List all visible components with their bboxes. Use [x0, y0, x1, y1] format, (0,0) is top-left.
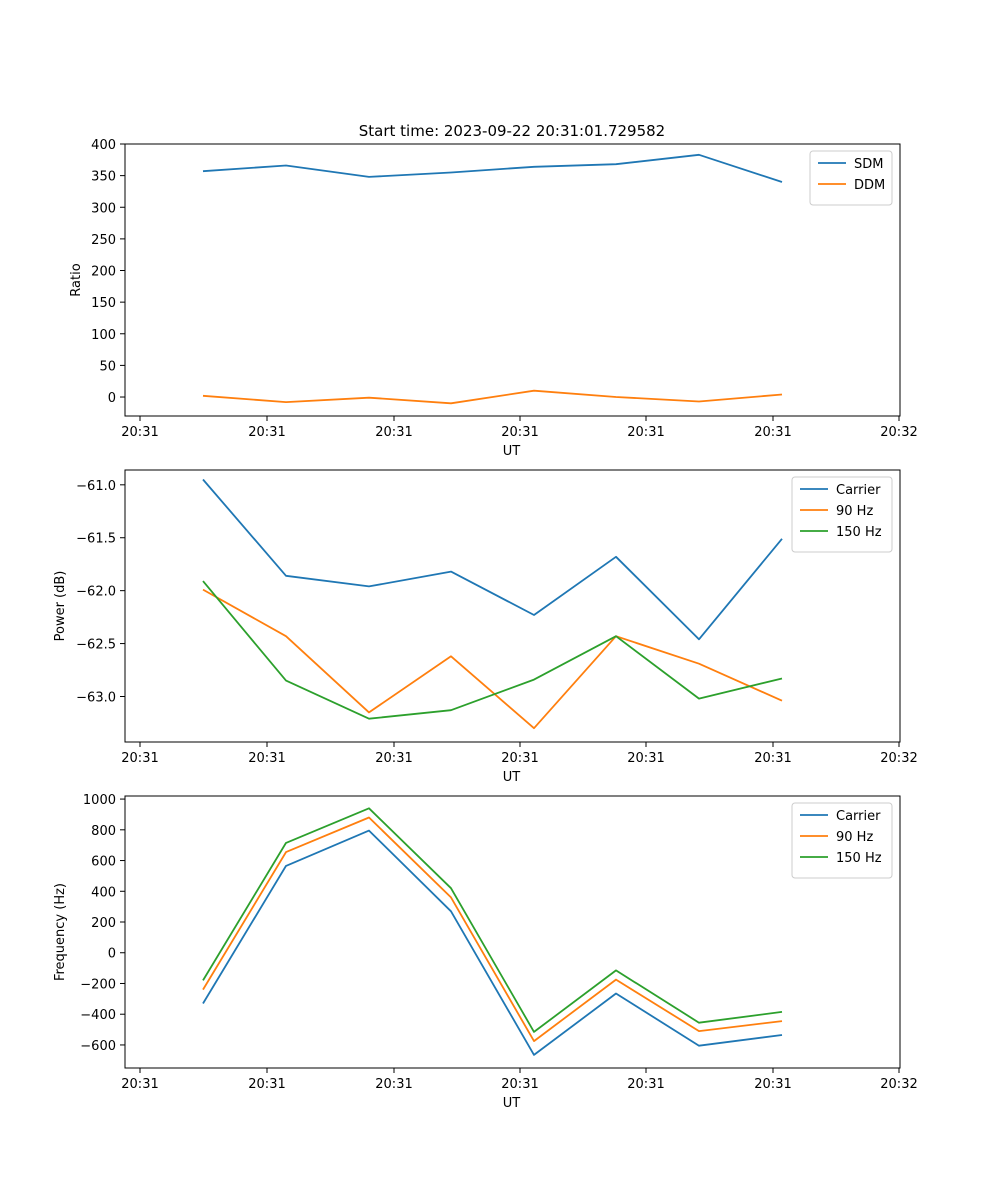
x-tick-label: 20:32: [880, 425, 917, 440]
x-tick-label: 20:31: [501, 1077, 538, 1092]
x-tick-label: 20:31: [121, 1077, 158, 1092]
x-tick-label: 20:31: [375, 425, 412, 440]
legend-label: 150 Hz: [836, 525, 882, 540]
legend-label: SDM: [854, 157, 883, 172]
x-tick-label: 20:31: [754, 1077, 791, 1092]
x-tick-label: 20:31: [121, 425, 158, 440]
legend-box: [791, 476, 893, 553]
y-tick-label: 50: [99, 359, 116, 374]
x-tick-label: 20:31: [248, 751, 285, 766]
series-line-ddm: [202, 389, 783, 405]
legend-label: DDM: [854, 178, 885, 193]
x-tick-label: 20:31: [375, 1077, 412, 1092]
y-tick-label: 0: [108, 391, 116, 406]
legend-label: Carrier: [836, 809, 881, 824]
legend-label: 90 Hz: [836, 504, 873, 519]
series-line-carrier: [202, 829, 783, 1056]
y-tick-label: 300: [91, 201, 116, 216]
y-tick-label: −62.5: [76, 638, 116, 653]
series-line-150-hz: [202, 580, 783, 720]
series-line-carrier: [202, 478, 783, 641]
plots-container: 20:31 20:31 20:31 20:31 20:31 20:31 20:32 UT 0 50…: [53, 138, 918, 1111]
y-tick-label: −61.5: [76, 532, 116, 547]
series-line-150-hz: [202, 807, 783, 1033]
plot-frame: [124, 795, 901, 1069]
legend-box: [809, 150, 893, 206]
series-line-90-hz: [202, 588, 783, 730]
x-tick-label: 20:31: [754, 751, 791, 766]
y-tick-label: 250: [91, 233, 116, 248]
x-tick-label: 20:31: [501, 751, 538, 766]
x-tick-label: 20:31: [248, 1077, 285, 1092]
series-line-sdm: [202, 153, 783, 183]
y-tick-label: 800: [91, 824, 116, 839]
legend-label: 150 Hz: [836, 851, 882, 866]
x-axis-label: UT: [503, 1096, 521, 1111]
y-tick-label: 1000: [83, 793, 116, 808]
x-tick-label: 20:31: [248, 425, 285, 440]
y-tick-label: 150: [91, 296, 116, 311]
x-tick-label: 20:31: [627, 1077, 664, 1092]
y-tick-label: 400: [91, 138, 116, 153]
y-tick-label: −400: [80, 1008, 116, 1023]
legend-label: Carrier: [836, 483, 881, 498]
x-tick-label: 20:31: [754, 425, 791, 440]
x-axis-label: UT: [503, 444, 521, 459]
y-tick-label: 400: [91, 885, 116, 900]
y-tick-label: 200: [91, 265, 116, 280]
y-tick-label: −600: [80, 1039, 116, 1054]
y-axis-label: Frequency (Hz): [53, 883, 68, 981]
plot-frame: [124, 143, 901, 417]
y-tick-label: −61.0: [76, 479, 116, 494]
x-axis-label: UT: [503, 770, 521, 785]
x-tick-label: 20:31: [501, 425, 538, 440]
y-tick-label: 350: [91, 170, 116, 185]
y-tick-label: 100: [91, 328, 116, 343]
y-tick-label: 600: [91, 855, 116, 870]
plot-frame: [124, 469, 901, 743]
x-tick-label: 20:31: [121, 751, 158, 766]
x-tick-label: 20:31: [627, 425, 664, 440]
x-tick-label: 20:31: [375, 751, 412, 766]
y-tick-label: −63.0: [76, 690, 116, 705]
x-tick-label: 20:32: [880, 1077, 917, 1092]
series-line-90-hz: [202, 816, 783, 1042]
legend-label: 90 Hz: [836, 830, 873, 845]
x-tick-label: 20:32: [880, 751, 917, 766]
chart-3: 20:31 20:31 20:31 20:31 20:31 20:31 20:32 UT −60…: [53, 793, 918, 1111]
y-tick-label: −200: [80, 977, 116, 992]
y-axis-label: Power (dB): [53, 571, 68, 642]
y-tick-label: −62.0: [76, 585, 116, 600]
legend-box: [791, 802, 893, 879]
y-tick-label: 0: [108, 947, 116, 962]
chart-2: 20:31 20:31 20:31 20:31 20:31 20:31 20:32 UT −63…: [53, 469, 918, 785]
y-tick-label: 200: [91, 916, 116, 931]
chart-1: 20:31 20:31 20:31 20:31 20:31 20:31 20:32 UT 0 50…: [69, 138, 918, 459]
x-tick-label: 20:31: [627, 751, 664, 766]
y-axis-label: Ratio: [69, 263, 84, 296]
figure-title: Start time: 2023-09-22 20:31:01.729582: [359, 122, 665, 140]
